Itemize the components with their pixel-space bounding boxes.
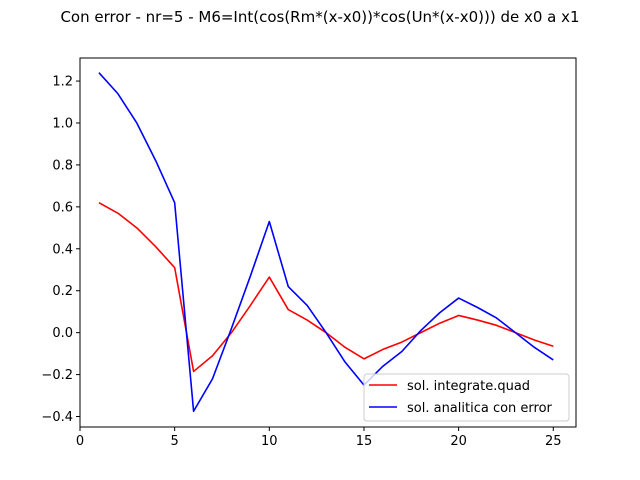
legend-label-1: sol. analitica con error (407, 401, 553, 416)
axes-frame (79, 57, 577, 428)
legend: sol. integrate.quad sol. analitica con e… (363, 373, 570, 422)
legend-box (363, 373, 570, 422)
series-line-1 (98, 72, 554, 413)
y-tick-label: −0.2 (41, 368, 73, 383)
x-tick-label: 20 (450, 434, 467, 449)
x-tick-label: 10 (261, 434, 278, 449)
y-tick-label: 0.6 (52, 200, 73, 215)
y-tick-label: 0.0 (52, 326, 73, 341)
x-tick-label: 15 (356, 434, 373, 449)
x-tick-label: 25 (545, 434, 562, 449)
legend-label-0: sol. integrate.quad (407, 379, 530, 394)
x-tick-label: 0 (76, 434, 84, 449)
y-tick-label: 1.0 (52, 116, 73, 131)
y-tick-label: 1.2 (52, 75, 73, 90)
y-tick-label: −0.4 (41, 410, 73, 425)
y-tick-label: 0.4 (52, 242, 73, 257)
y-tick-label: 0.2 (52, 284, 73, 299)
y-tick-label: 0.8 (52, 158, 73, 173)
x-tick-label: 5 (171, 434, 179, 449)
chart-title: Con error - nr=5 - M6=Int(cos(Rm*(x-x0))… (60, 8, 579, 26)
